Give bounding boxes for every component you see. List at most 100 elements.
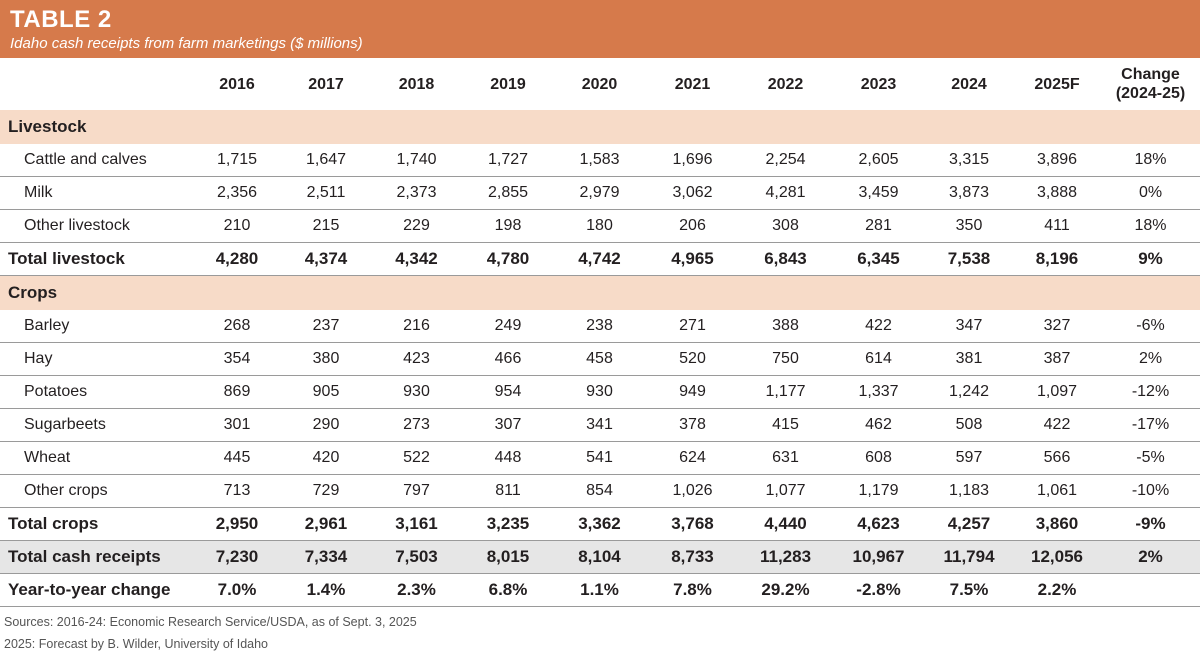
table-cell: 1,715 bbox=[192, 144, 282, 177]
row-label: Other livestock bbox=[0, 209, 192, 243]
column-header: 2021 bbox=[674, 75, 711, 93]
table-cell: 8,733 bbox=[646, 540, 739, 574]
column-header-label bbox=[0, 58, 192, 110]
table-cell: 4,257 bbox=[925, 507, 1013, 541]
table-cell: 2.3% bbox=[370, 573, 463, 607]
section-heading: Livestock bbox=[0, 110, 1200, 144]
table-cell: 1,583 bbox=[553, 144, 646, 177]
source-line: Sources: 2016-24: Economic Research Serv… bbox=[4, 615, 417, 629]
table-cell: 380 bbox=[282, 342, 370, 376]
table-cell: 4,440 bbox=[739, 507, 832, 541]
table-cell: 3,459 bbox=[832, 176, 925, 210]
table-cell: 301 bbox=[192, 408, 282, 442]
table-cell: 378 bbox=[646, 408, 739, 442]
table-cell: 210 bbox=[192, 209, 282, 243]
table-cell: 566 bbox=[1013, 441, 1101, 475]
table-cell: 29.2% bbox=[739, 573, 832, 607]
table-cell: 206 bbox=[646, 209, 739, 243]
table-cell: 797 bbox=[370, 474, 463, 508]
total-crops-row: Total crops 2,950 2,961 3,161 3,235 3,362 3,76… bbox=[0, 507, 1200, 541]
total-livestock-row: Total livestock 4,280 4,374 4,342 4,780 4,742… bbox=[0, 242, 1200, 276]
table-cell: 2,605 bbox=[832, 144, 925, 177]
row-label: Milk bbox=[0, 176, 192, 210]
table-cell: 811 bbox=[463, 474, 553, 508]
livestock-section-row: Livestock bbox=[0, 110, 1200, 144]
table-cell: 9% bbox=[1101, 242, 1200, 276]
table-cell: 422 bbox=[832, 310, 925, 343]
table-cell: 237 bbox=[282, 310, 370, 343]
table-cell: 7.0% bbox=[192, 573, 282, 607]
table-cell: 466 bbox=[463, 342, 553, 376]
table-cell: 508 bbox=[925, 408, 1013, 442]
table-cell: 6,843 bbox=[739, 242, 832, 276]
table-cell: 308 bbox=[739, 209, 832, 243]
column-header: 2022 bbox=[767, 75, 804, 93]
crops-section-row: Crops bbox=[0, 275, 1200, 310]
table-cell: -12% bbox=[1101, 375, 1200, 409]
row-label: Sugarbeets bbox=[0, 408, 192, 442]
source-line: 2025: Forecast by B. Wilder, University … bbox=[4, 637, 269, 651]
table-cell: 2,356 bbox=[192, 176, 282, 210]
section-heading: Crops bbox=[0, 275, 1200, 310]
table-cell: 4,374 bbox=[282, 242, 370, 276]
table-cell: -2.8% bbox=[832, 573, 925, 607]
table-cell: 4,742 bbox=[553, 242, 646, 276]
table-cell: 415 bbox=[739, 408, 832, 442]
table-cell: 273 bbox=[370, 408, 463, 442]
table-row: Other livestock 210 215 229 198 180 206 308 281 3… bbox=[0, 209, 1200, 243]
table-cell: 7.5% bbox=[925, 573, 1013, 607]
row-label: Hay bbox=[0, 342, 192, 376]
table-cell: 3,161 bbox=[370, 507, 463, 541]
table-cell: 954 bbox=[463, 375, 553, 409]
column-header: 2016 bbox=[219, 75, 255, 93]
row-label: Cattle and calves bbox=[0, 144, 192, 177]
table-cell: 869 bbox=[192, 375, 282, 409]
table-cell: 281 bbox=[832, 209, 925, 243]
table-cell: 411 bbox=[1013, 209, 1101, 243]
column-header: 2018 bbox=[398, 75, 435, 93]
table-cell: 3,888 bbox=[1013, 176, 1101, 210]
table-cell: 327 bbox=[1013, 310, 1101, 343]
table-cell: 3,235 bbox=[463, 507, 553, 541]
table-cell: 1,647 bbox=[282, 144, 370, 177]
table-cell: 215 bbox=[282, 209, 370, 243]
table-cell: 4,281 bbox=[739, 176, 832, 210]
table-cell: 180 bbox=[553, 209, 646, 243]
table-cell: 949 bbox=[646, 375, 739, 409]
column-header-change: Change (2024-25) bbox=[1101, 58, 1200, 110]
table-cell: 198 bbox=[463, 209, 553, 243]
table-cell: 597 bbox=[925, 441, 1013, 475]
table-cell: 631 bbox=[739, 441, 832, 475]
table-cell: 1,740 bbox=[370, 144, 463, 177]
table-cell: 608 bbox=[832, 441, 925, 475]
row-label: Barley bbox=[0, 310, 192, 343]
table-cell: 3,860 bbox=[1013, 507, 1101, 541]
table-cell: 4,342 bbox=[370, 242, 463, 276]
table-cell: 2% bbox=[1101, 540, 1200, 574]
table-cell: 1,097 bbox=[1013, 375, 1101, 409]
table-title: TABLE 2 bbox=[10, 6, 112, 33]
table-cell: 7.8% bbox=[646, 573, 739, 607]
table-cell: 905 bbox=[282, 375, 370, 409]
table-cell: 18% bbox=[1101, 209, 1200, 243]
table-cell: 7,538 bbox=[925, 242, 1013, 276]
table-cell: 3,315 bbox=[925, 144, 1013, 177]
table-cell: 1,242 bbox=[925, 375, 1013, 409]
table-cell: 229 bbox=[370, 209, 463, 243]
table-cell: 930 bbox=[370, 375, 463, 409]
table-cell: 729 bbox=[282, 474, 370, 508]
table-cell: 423 bbox=[370, 342, 463, 376]
table-cell: 11,794 bbox=[925, 540, 1013, 574]
row-label: Total cash receipts bbox=[0, 540, 192, 574]
column-header: 2020 bbox=[581, 75, 618, 93]
table-cell: 2,979 bbox=[553, 176, 646, 210]
table-cell: 8,104 bbox=[553, 540, 646, 574]
table-cell: 1,727 bbox=[463, 144, 553, 177]
table-cell: 420 bbox=[282, 441, 370, 475]
table-cell: 2,855 bbox=[463, 176, 553, 210]
table-cell: 2.2% bbox=[1013, 573, 1101, 607]
table-cell: 462 bbox=[832, 408, 925, 442]
table-row: Potatoes 869 905 930 954 930 949 1,177 1,337 1,24… bbox=[0, 375, 1200, 409]
row-label: Total livestock bbox=[0, 242, 192, 276]
table-cell: 7,230 bbox=[192, 540, 282, 574]
